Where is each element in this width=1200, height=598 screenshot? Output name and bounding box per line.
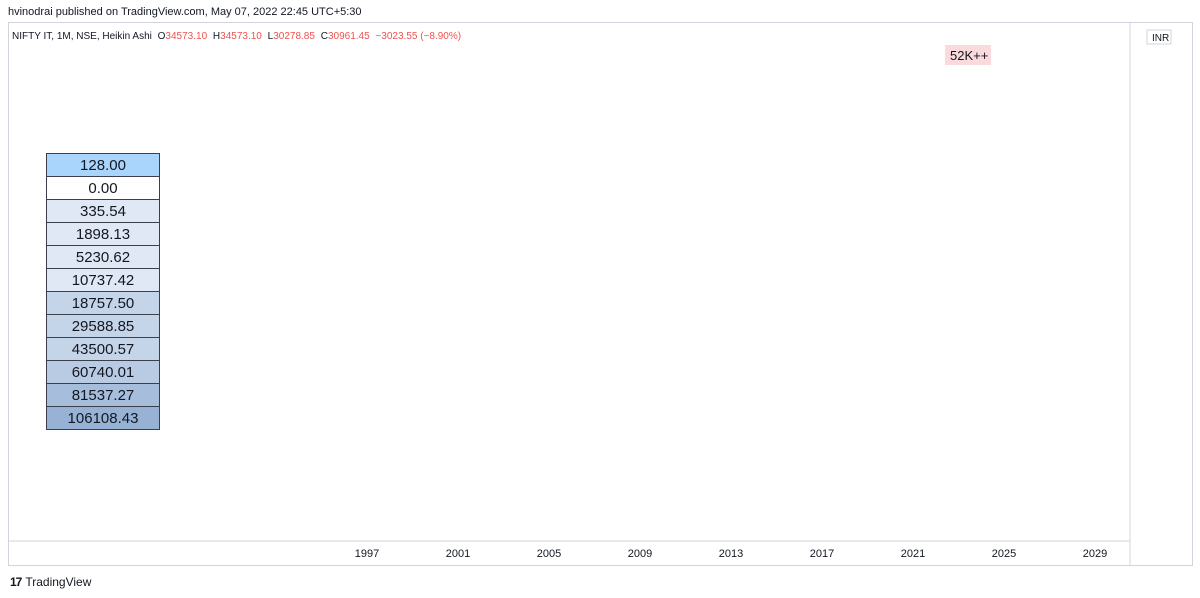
currency-label: INR xyxy=(1152,33,1169,44)
symbol-legend: NIFTY IT, 1M, NSE, Heikin Ashi O34573.10… xyxy=(12,31,464,42)
fib-row: 1898.13 xyxy=(46,222,160,246)
tradingview-brand: TradingView xyxy=(25,575,92,589)
fib-row: 18757.50 xyxy=(46,291,160,315)
ohlc-open: O34573.10 xyxy=(157,31,208,42)
ohlc-change: −3023.55 (−8.90%) xyxy=(375,31,462,42)
fib-row: 335.54 xyxy=(46,199,160,223)
fib-levels-table: 128.00 0.00 335.54 1898.13 5230.62 10737.42 18… xyxy=(46,153,160,430)
fib-row: 29588.85 xyxy=(46,314,160,338)
time-tick-label: 1997 xyxy=(355,548,379,560)
fib-value-cell: 60740.01 xyxy=(46,360,160,384)
time-tick-label: 2029 xyxy=(1083,548,1107,560)
ohlc-low: L30278.85 xyxy=(267,31,315,42)
fib-row: 43500.57 xyxy=(46,337,160,361)
fib-value-cell: 81537.27 xyxy=(46,383,160,407)
symbol-name[interactable]: NIFTY IT, 1M, NSE, Heikin Ashi xyxy=(12,31,152,42)
time-tick-label: 2009 xyxy=(628,548,652,560)
fib-value-cell: 106108.43 xyxy=(46,406,160,430)
fib-value-cell: 1898.13 xyxy=(46,222,160,246)
time-tick-label: 2017 xyxy=(810,548,834,560)
fib-value-cell: 18757.50 xyxy=(46,291,160,315)
fib-value-cell: 5230.62 xyxy=(46,245,160,269)
fib-row: 10737.42 xyxy=(46,268,160,292)
time-tick-label: 2005 xyxy=(537,548,561,560)
fib-row: 0.00 xyxy=(46,176,160,200)
annotation-52k-bg xyxy=(945,45,991,65)
tradingview-logo[interactable]: 17 TradingView xyxy=(10,575,91,589)
fib-row: 5230.62 xyxy=(46,245,160,269)
time-axis: 1997 2001 2005 2009 2013 2017 2021 2025 2029 xyxy=(8,540,1130,560)
time-tick-label: 2001 xyxy=(446,548,470,560)
ohlc-high: H34573.10 xyxy=(212,31,262,42)
ohlc-close: C30961.45 xyxy=(320,31,370,42)
time-tick-label: 2021 xyxy=(901,548,925,560)
fib-value-cell: 128.00 xyxy=(46,153,160,177)
price-axis: 80000.0050000.0012000.005000.003000.0020… xyxy=(945,22,1172,566)
fib-row: 128.00 xyxy=(46,153,160,177)
time-tick-label: 2013 xyxy=(719,548,743,560)
fib-value-cell: 0.00 xyxy=(46,176,160,200)
chart-frame xyxy=(8,22,1193,566)
time-tick-label: 2025 xyxy=(992,548,1016,560)
fib-row: 81537.27 xyxy=(46,383,160,407)
annotation-52k: 52K++ xyxy=(950,48,988,63)
publisher-line: hvinodrai published on TradingView.com, … xyxy=(8,6,362,18)
fib-value-cell: 10737.42 xyxy=(46,268,160,292)
tradingview-logo-icon: 17 xyxy=(10,575,22,589)
fib-row: 106108.43 xyxy=(46,406,160,430)
currency-badge xyxy=(1146,29,1172,45)
fib-value-cell: 335.54 xyxy=(46,199,160,223)
fib-row: 60740.01 xyxy=(46,360,160,384)
fib-value-cell: 29588.85 xyxy=(46,314,160,338)
fib-value-cell: 43500.57 xyxy=(46,337,160,361)
